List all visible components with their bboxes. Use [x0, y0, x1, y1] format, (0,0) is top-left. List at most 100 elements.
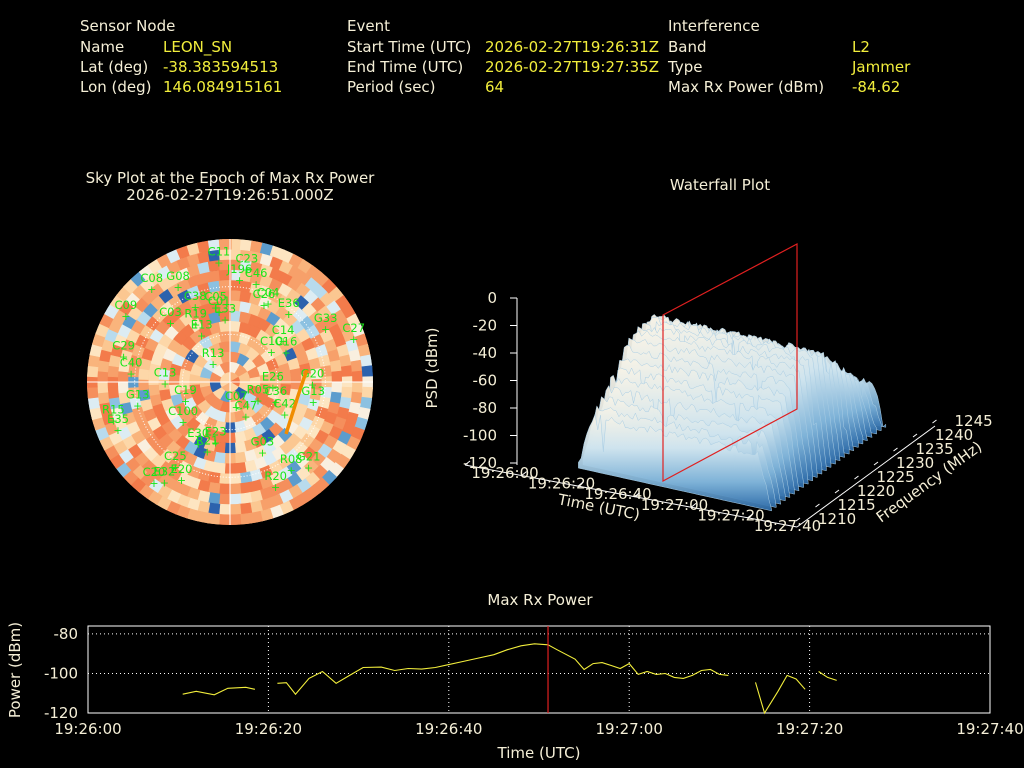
satellite-marker: +: [160, 477, 169, 490]
x-tick-label: 19:27:20: [776, 720, 843, 738]
satellite-marker: +: [267, 346, 276, 359]
satellite-marker: +: [166, 317, 175, 330]
skyplot-cell: [340, 365, 353, 379]
satellite-marker: +: [211, 302, 220, 315]
satellite-label: E33: [214, 301, 236, 315]
satellite-label: R20: [264, 469, 287, 483]
lat-label: Lat (deg): [80, 58, 149, 76]
y-tick-label: -80: [54, 625, 79, 643]
satellite-label: R15: [102, 402, 125, 416]
satellite-label: E32: [153, 465, 175, 479]
waterfall-frequency-tick: [854, 475, 859, 480]
satellite-label: G21: [297, 450, 321, 464]
satellite-marker: +: [284, 308, 293, 321]
y-axis-label: Power (dBm): [6, 622, 24, 718]
satellite-marker: +: [258, 447, 267, 460]
max-rx-power-value: -84.62: [852, 78, 901, 96]
satellite-marker: +: [253, 394, 262, 407]
satellite-label: E26: [262, 370, 284, 384]
waterfall-frequency-tick-label: 1210: [818, 510, 856, 528]
satellite-marker: +: [242, 263, 251, 276]
satellite-label: C42: [273, 397, 296, 411]
satellite-label: C03: [159, 305, 182, 319]
skyplot-cell: [218, 330, 231, 343]
waterfall-time-tick: [577, 481, 584, 487]
satellite-label: C05: [204, 290, 227, 304]
satellite-marker: +: [271, 396, 280, 409]
band-value: L2: [852, 38, 870, 56]
waterfall-z-tick-label: -20: [473, 317, 498, 335]
satellite-marker: +: [259, 299, 268, 312]
interference-track: [284, 369, 309, 435]
waterfall-time-tick: [634, 492, 640, 498]
waterfall-frequency-tick: [912, 433, 918, 438]
satellite-label: C13: [154, 365, 177, 379]
satellite-label: C40: [120, 355, 143, 369]
band-label: Band: [668, 38, 707, 56]
skyplot-subtitle: 2026-02-27T19:26:51.000Z: [126, 186, 334, 204]
waterfall-z-tick-label: -60: [473, 372, 498, 390]
satellite-label: R21: [196, 434, 219, 448]
satellite-label: C46: [245, 266, 268, 280]
satellite-marker: +: [197, 330, 206, 343]
satellite-label: G13: [126, 387, 150, 401]
skyplot-cell: [351, 370, 364, 384]
waterfall-time-tick: [690, 503, 697, 508]
satellite-marker: +: [214, 256, 223, 269]
waterfall-z-tick-label: -80: [473, 399, 498, 417]
satellite-marker: +: [308, 379, 317, 392]
x-axis-label: Time (UTC): [497, 744, 581, 762]
waterfall-time-tick-label: 19:26:40: [584, 485, 651, 503]
satellite-label: G08: [166, 269, 190, 283]
waterfall-surface: [578, 314, 887, 512]
satellite-marker: +: [215, 306, 224, 319]
satellite-label: C29: [112, 338, 135, 352]
waterfall-time-tick-label: 19:27:20: [697, 506, 764, 524]
satellite-marker: +: [179, 416, 188, 429]
satellite-marker: +: [268, 382, 277, 395]
satellite-marker: +: [252, 278, 261, 291]
satellite-label: C16: [275, 335, 298, 349]
lat-value: -38.383594513: [163, 58, 279, 76]
name-value: LEON_SN: [163, 38, 233, 56]
satellite-marker: +: [181, 395, 190, 408]
satellite-label: R13: [202, 346, 225, 360]
end-time-label: End Time (UTC): [347, 58, 464, 76]
satellite-label: G33: [314, 311, 338, 325]
waterfall-z-tick-label: -120: [463, 454, 497, 472]
satellite-label: C20: [143, 465, 166, 479]
satellite-marker: +: [304, 462, 313, 475]
waterfall-frequency-tick-label: 1245: [955, 412, 993, 430]
lon-label: Lon (deg): [80, 78, 152, 96]
max-rx-power-line: [818, 671, 837, 681]
waterfall-frequency-tick: [873, 461, 879, 466]
satellite-marker: +: [147, 283, 156, 296]
waterfall-z-tick-label: -100: [463, 427, 497, 445]
satellite-marker: +: [241, 411, 250, 424]
type-value: Jammer: [852, 58, 911, 76]
satellite-marker: +: [235, 274, 244, 287]
waterfall-z-tick-label: -40: [473, 344, 498, 362]
sky-plot: C11+ C23+J196+C46+G08+C08+C09+C38+C05+C01…: [87, 239, 373, 525]
satellite-label: J196: [226, 262, 252, 276]
satellite-marker: +: [171, 461, 180, 474]
waterfall-frequency-tick-label: 1220: [857, 482, 895, 500]
waterfall-time-tick-label: 19:27:00: [641, 496, 708, 514]
satellite-label: E30: [187, 426, 209, 440]
skyplot-cell: [331, 370, 343, 384]
satellite-label: R19: [184, 306, 207, 320]
max-rx-power-label: Max Rx Power (dBm): [668, 78, 825, 96]
waterfall-time-axis: [464, 464, 798, 528]
waterfall-frequency-tick: [932, 419, 937, 424]
skyplot-cell: [96, 380, 109, 394]
satellite-marker: +: [191, 301, 200, 314]
satellite-marker: +: [221, 313, 230, 326]
satellite-label: E35: [107, 412, 129, 426]
waterfall-frequency-axis: [796, 425, 936, 528]
y-tick-label: -100: [44, 664, 78, 682]
satellite-label: C26: [253, 287, 276, 301]
skyplot-cell: [228, 493, 242, 505]
satellite-label: R08: [280, 452, 303, 466]
satellite-marker: +: [264, 297, 273, 310]
